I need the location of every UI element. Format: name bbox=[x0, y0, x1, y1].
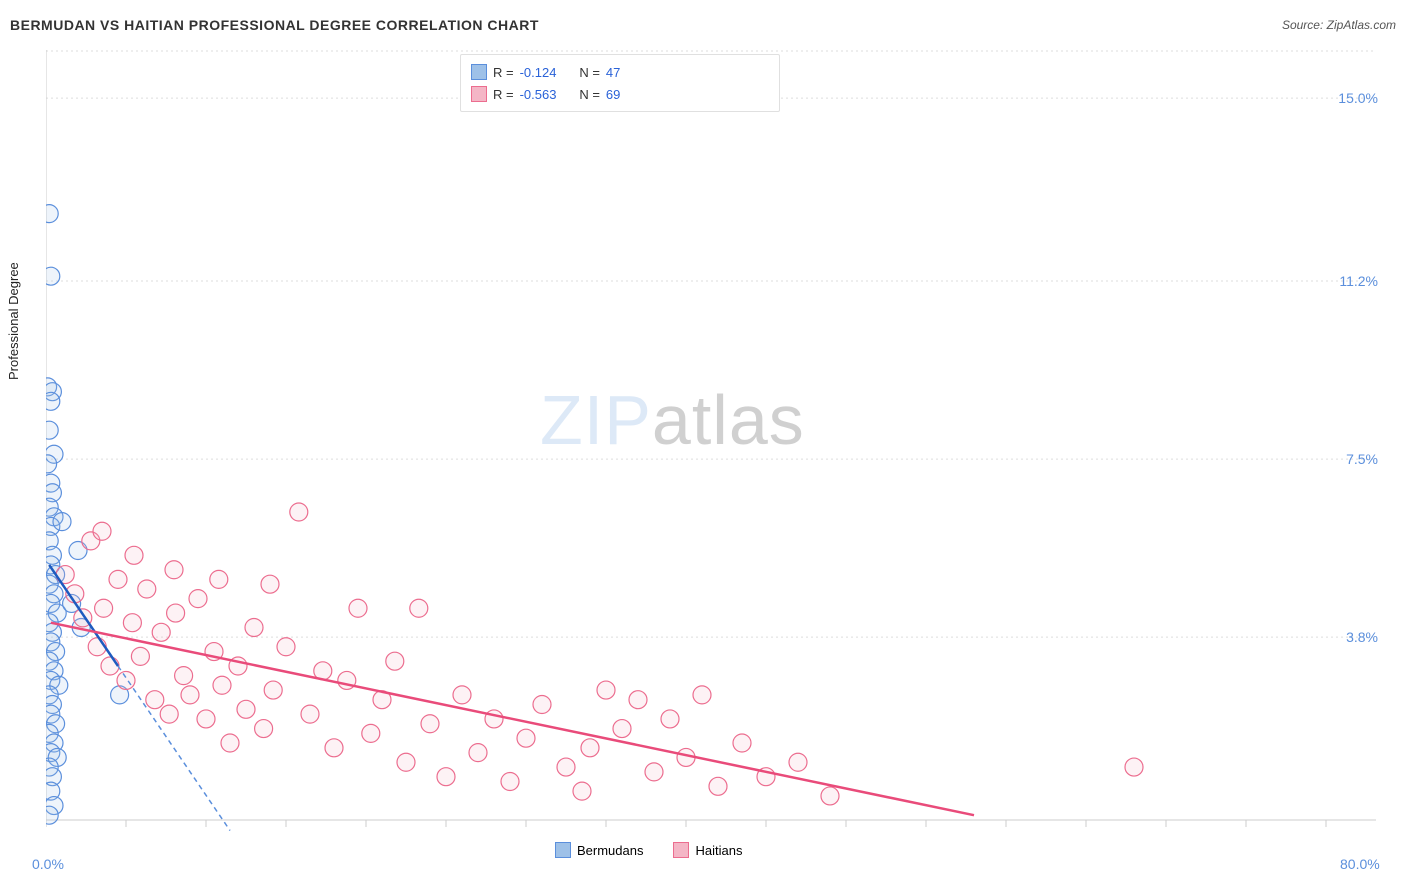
x-min-label: 0.0% bbox=[32, 856, 64, 872]
legend-stats-row: R = -0.563 N = 69 bbox=[471, 83, 769, 105]
plot-area: 3.8% 7.5% 11.2% 15.0% bbox=[46, 50, 1386, 840]
legend-swatch bbox=[555, 842, 571, 858]
chart-svg: 3.8% 7.5% 11.2% 15.0% bbox=[46, 50, 1386, 840]
legend-series: Bermudans Haitians bbox=[555, 842, 742, 858]
y-axis-label: Professional Degree bbox=[6, 262, 21, 380]
chart-title: BERMUDAN VS HAITIAN PROFESSIONAL DEGREE … bbox=[10, 17, 539, 33]
legend-stats-row: R = -0.124 N = 47 bbox=[471, 61, 769, 83]
x-max-label: 80.0% bbox=[1340, 856, 1380, 872]
legend-r-label: R = bbox=[493, 65, 514, 80]
legend-n-label: N = bbox=[579, 65, 600, 80]
legend-swatch bbox=[471, 64, 487, 80]
source-label: Source: ZipAtlas.com bbox=[1282, 18, 1396, 32]
legend-swatch bbox=[673, 842, 689, 858]
legend-r-value: -0.563 bbox=[520, 87, 557, 102]
legend-series-item: Haitians bbox=[673, 842, 742, 858]
chart-container: BERMUDAN VS HAITIAN PROFESSIONAL DEGREE … bbox=[0, 0, 1406, 892]
legend-swatch bbox=[471, 86, 487, 102]
legend-n-value: 69 bbox=[606, 87, 620, 102]
svg-text:7.5%: 7.5% bbox=[1346, 451, 1378, 467]
svg-text:15.0%: 15.0% bbox=[1338, 90, 1378, 106]
legend-series-item: Bermudans bbox=[555, 842, 643, 858]
legend-n-label: N = bbox=[579, 87, 600, 102]
svg-text:11.2%: 11.2% bbox=[1339, 273, 1378, 289]
svg-text:3.8%: 3.8% bbox=[1346, 629, 1378, 645]
legend-r-value: -0.124 bbox=[520, 65, 557, 80]
legend-series-label: Haitians bbox=[695, 843, 742, 858]
legend-series-label: Bermudans bbox=[577, 843, 643, 858]
legend-stats: R = -0.124 N = 47 R = -0.563 N = 69 bbox=[460, 54, 780, 112]
title-bar: BERMUDAN VS HAITIAN PROFESSIONAL DEGREE … bbox=[10, 10, 1396, 40]
legend-n-value: 47 bbox=[606, 65, 620, 80]
legend-r-label: R = bbox=[493, 87, 514, 102]
